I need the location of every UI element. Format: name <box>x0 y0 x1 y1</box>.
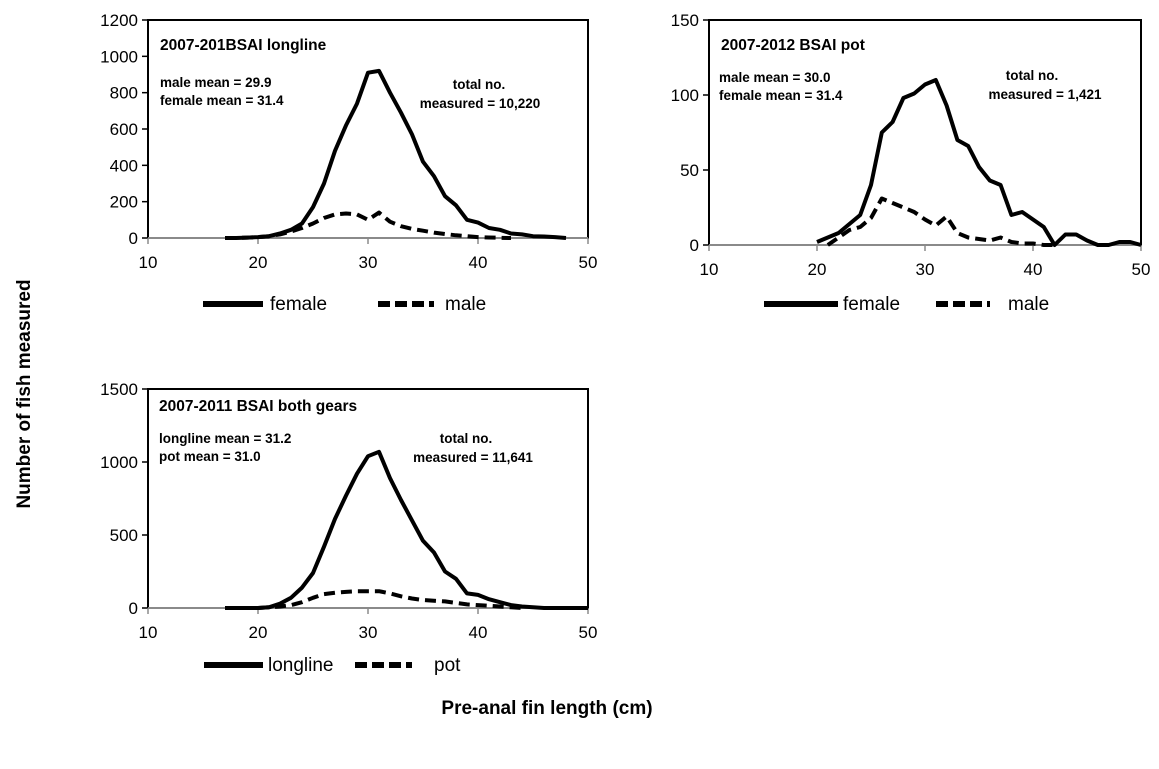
series-line-male <box>225 210 512 240</box>
total-annotation-value: measured = 10,220 <box>420 96 540 111</box>
y-tick-label: 500 <box>110 526 138 545</box>
series-line-male <box>826 196 1055 247</box>
x-tick-label: 40 <box>469 253 488 272</box>
total-annotation-value: measured = 11,641 <box>413 450 533 465</box>
x-tick-label: 20 <box>249 623 268 642</box>
mean-annotation: pot mean = 31.0 <box>159 449 261 464</box>
y-tick-label: 0 <box>129 599 138 618</box>
y-tick-label: 1500 <box>100 380 138 399</box>
legend: female male <box>203 294 486 315</box>
panel-title: 2007-2012 BSAI pot <box>721 37 865 54</box>
mean-annotation: male mean = 29.9 <box>160 75 271 90</box>
x-tick-label: 10 <box>139 623 158 642</box>
legend-label-male: male <box>1008 294 1049 315</box>
panel-title: 2007-2011 BSAI both gears <box>159 398 357 415</box>
mean-annotation: longline mean = 31.2 <box>159 431 291 446</box>
x-tick-label: 30 <box>359 253 378 272</box>
y-tick-label: 1200 <box>100 11 138 30</box>
y-axis-title: Number of fish measured <box>14 279 35 508</box>
legend-label-female: female <box>843 294 900 315</box>
x-tick-label: 50 <box>579 253 598 272</box>
series-line-longline <box>225 449 588 610</box>
legend: female male <box>764 294 1049 315</box>
mean-annotation: female mean = 31.4 <box>160 93 284 108</box>
y-tick-label: 600 <box>110 120 138 139</box>
x-tick-label: 20 <box>808 260 827 279</box>
chart-panel-2: 0 50 100 150 10 20 30 40 50 2007-2012 BSAI pot mal… <box>671 11 1151 315</box>
y-tick-label: 200 <box>110 193 138 212</box>
y-tick-label: 800 <box>110 84 138 103</box>
y-tick-label: 1000 <box>100 47 138 66</box>
legend-label-male: male <box>445 294 486 315</box>
y-tick-label: 0 <box>129 229 138 248</box>
total-annotation-value: measured = 1,421 <box>989 87 1102 102</box>
y-tick-label: 0 <box>690 236 699 255</box>
x-tick-label: 10 <box>139 253 158 272</box>
legend-label-pot: pot <box>434 655 461 676</box>
x-tick-label: 50 <box>1132 260 1151 279</box>
y-tick-label: 400 <box>110 156 138 175</box>
y-tick-label: 150 <box>671 11 699 30</box>
series-line-female <box>816 78 1142 247</box>
x-tick-label: 20 <box>249 253 268 272</box>
total-annotation-label: total no. <box>1006 68 1059 83</box>
x-axis-title: Pre-anal fin length (cm) <box>441 698 652 719</box>
chart-panel-3: 0 500 1000 1500 10 20 30 40 50 2007-2011 BSAI bot… <box>100 380 597 676</box>
plot-frame <box>147 388 589 609</box>
legend-label-longline: longline <box>268 655 334 676</box>
series-line-pot <box>257 589 523 610</box>
y-tick-label: 1000 <box>100 453 138 472</box>
legend-label-female: female <box>270 294 327 315</box>
y-tick-label: 50 <box>680 161 699 180</box>
panel-title: 2007-201BSAI longline <box>160 37 327 54</box>
x-tick-label: 50 <box>579 623 598 642</box>
x-tick-label: 30 <box>916 260 935 279</box>
mean-annotation: female mean = 31.4 <box>719 88 843 103</box>
chart-panel-1: 0 200 400 600 800 1000 1200 10 20 30 40 50 2007-201B… <box>100 11 597 315</box>
total-annotation-label: total no. <box>453 77 506 92</box>
total-annotation-label: total no. <box>440 431 493 446</box>
mean-annotation: male mean = 30.0 <box>719 70 830 85</box>
x-tick-label: 10 <box>700 260 719 279</box>
x-tick-label: 30 <box>359 623 378 642</box>
x-tick-label: 40 <box>469 623 488 642</box>
legend: longline pot <box>204 655 461 676</box>
x-tick-label: 40 <box>1024 260 1043 279</box>
y-tick-label: 100 <box>671 86 699 105</box>
